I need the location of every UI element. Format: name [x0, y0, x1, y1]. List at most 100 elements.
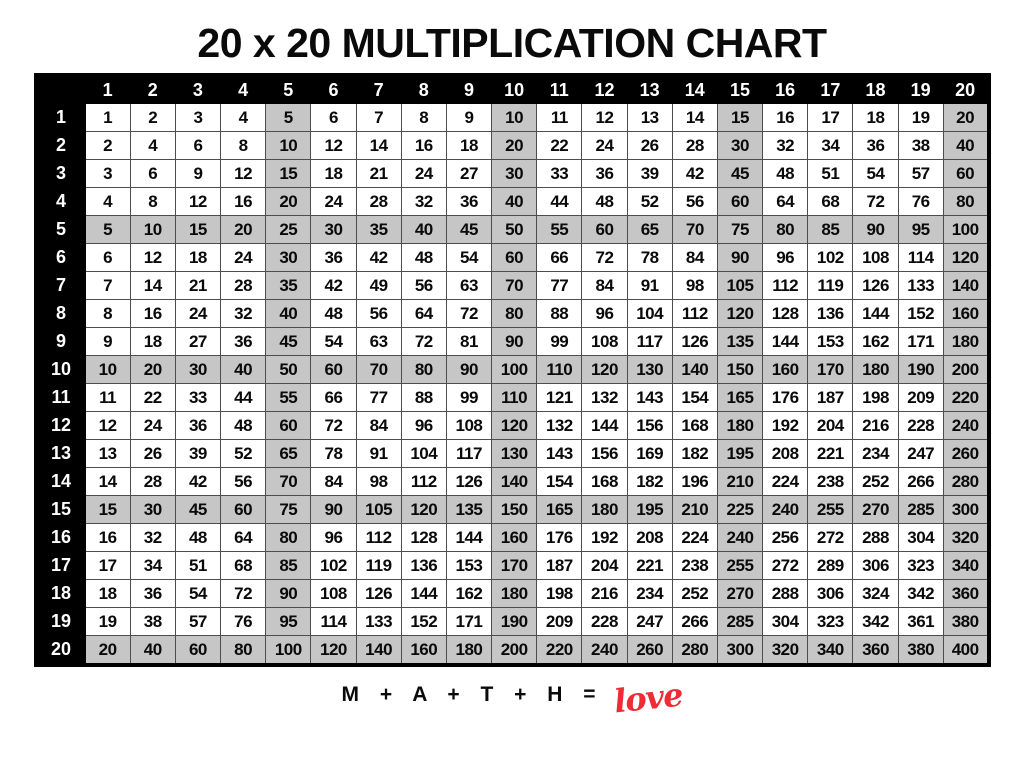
product-cell: 117 — [626, 327, 673, 356]
product-cell: 21 — [355, 159, 402, 188]
row-header: 3 — [35, 159, 86, 188]
product-cell: 35 — [355, 215, 402, 244]
product-cell: 120 — [942, 243, 990, 272]
product-cell: 140 — [671, 355, 718, 384]
product-cell: 85 — [807, 215, 854, 244]
row-header: 8 — [35, 299, 86, 328]
product-cell: 300 — [716, 635, 764, 666]
product-cell: 12 — [129, 243, 176, 272]
product-cell: 10 — [491, 103, 538, 132]
product-cell: 400 — [942, 635, 990, 666]
product-cell: 16 — [220, 187, 267, 216]
math-equation-text: M + A + T + H = — [341, 683, 600, 706]
product-cell: 196 — [671, 467, 718, 496]
product-cell: 80 — [220, 635, 267, 666]
footer-equation: M + A + T + H = love — [0, 676, 1024, 721]
product-cell: 75 — [716, 215, 764, 244]
product-cell: 98 — [355, 467, 402, 496]
column-header: 19 — [897, 74, 944, 104]
product-cell: 32 — [762, 131, 809, 160]
product-cell: 210 — [671, 495, 718, 524]
product-cell: 153 — [807, 327, 854, 356]
product-cell: 228 — [581, 607, 628, 636]
product-cell: 90 — [491, 327, 538, 356]
product-cell: 380 — [897, 635, 944, 666]
product-cell: 255 — [716, 551, 764, 580]
product-cell: 84 — [355, 411, 402, 440]
product-cell: 40 — [129, 635, 176, 666]
product-cell: 44 — [220, 383, 267, 412]
product-cell: 72 — [581, 243, 628, 272]
product-cell: 225 — [716, 495, 764, 524]
product-cell: 144 — [581, 411, 628, 440]
product-cell: 60 — [310, 355, 357, 384]
product-cell: 238 — [807, 467, 854, 496]
product-cell: 247 — [897, 439, 944, 468]
product-cell: 132 — [536, 411, 583, 440]
row-header: 19 — [35, 607, 86, 636]
product-cell: 119 — [807, 271, 854, 300]
product-cell: 68 — [220, 551, 267, 580]
product-cell: 32 — [129, 523, 176, 552]
product-cell: 24 — [220, 243, 267, 272]
product-cell: 120 — [310, 635, 357, 666]
product-cell: 108 — [310, 579, 357, 608]
product-cell: 36 — [174, 411, 222, 440]
row-header: 13 — [35, 439, 86, 468]
row-header: 6 — [35, 243, 86, 272]
product-cell: 306 — [807, 579, 854, 608]
product-cell: 96 — [310, 523, 357, 552]
product-cell: 100 — [942, 215, 990, 244]
product-cell: 204 — [807, 411, 854, 440]
product-cell: 45 — [174, 495, 222, 524]
product-cell: 130 — [491, 439, 538, 468]
product-cell: 99 — [536, 327, 583, 356]
product-cell: 224 — [762, 467, 809, 496]
product-cell: 45 — [445, 215, 493, 244]
product-cell: 30 — [129, 495, 176, 524]
product-cell: 108 — [445, 411, 493, 440]
product-cell: 28 — [671, 131, 718, 160]
product-cell: 110 — [491, 383, 538, 412]
product-cell: 260 — [942, 439, 990, 468]
product-cell: 2 — [129, 103, 176, 132]
product-cell: 15 — [174, 215, 222, 244]
product-cell: 112 — [762, 271, 809, 300]
column-header: 6 — [310, 74, 357, 104]
product-cell: 208 — [762, 439, 809, 468]
product-cell: 90 — [716, 243, 764, 272]
product-cell: 55 — [536, 215, 583, 244]
product-cell: 169 — [626, 439, 673, 468]
product-cell: 14 — [84, 467, 131, 496]
product-cell: 135 — [445, 495, 493, 524]
product-cell: 340 — [942, 551, 990, 580]
product-cell: 17 — [807, 103, 854, 132]
product-cell: 160 — [400, 635, 447, 666]
product-cell: 180 — [445, 635, 493, 666]
product-cell: 56 — [400, 271, 447, 300]
table-row: 15 15 30 45 60 75 90 105 120 135 150 165 180 195 210 22… — [35, 495, 990, 524]
product-cell: 36 — [581, 159, 628, 188]
column-header: 20 — [942, 74, 990, 104]
product-cell: 180 — [491, 579, 538, 608]
product-cell: 96 — [400, 411, 447, 440]
product-cell: 270 — [852, 495, 899, 524]
product-cell: 60 — [174, 635, 222, 666]
product-cell: 55 — [265, 383, 312, 412]
product-cell: 380 — [942, 607, 990, 636]
product-cell: 360 — [852, 635, 899, 666]
product-cell: 112 — [671, 299, 718, 328]
product-cell: 150 — [716, 355, 764, 384]
product-cell: 9 — [174, 159, 222, 188]
product-cell: 45 — [265, 327, 312, 356]
product-cell: 187 — [807, 383, 854, 412]
product-cell: 180 — [942, 327, 990, 356]
product-cell: 120 — [581, 355, 628, 384]
corner-cell — [35, 74, 86, 104]
product-cell: 70 — [491, 271, 538, 300]
product-cell: 19 — [897, 103, 944, 132]
product-cell: 22 — [536, 131, 583, 160]
product-cell: 117 — [445, 439, 493, 468]
product-cell: 15 — [84, 495, 131, 524]
product-cell: 72 — [852, 187, 899, 216]
